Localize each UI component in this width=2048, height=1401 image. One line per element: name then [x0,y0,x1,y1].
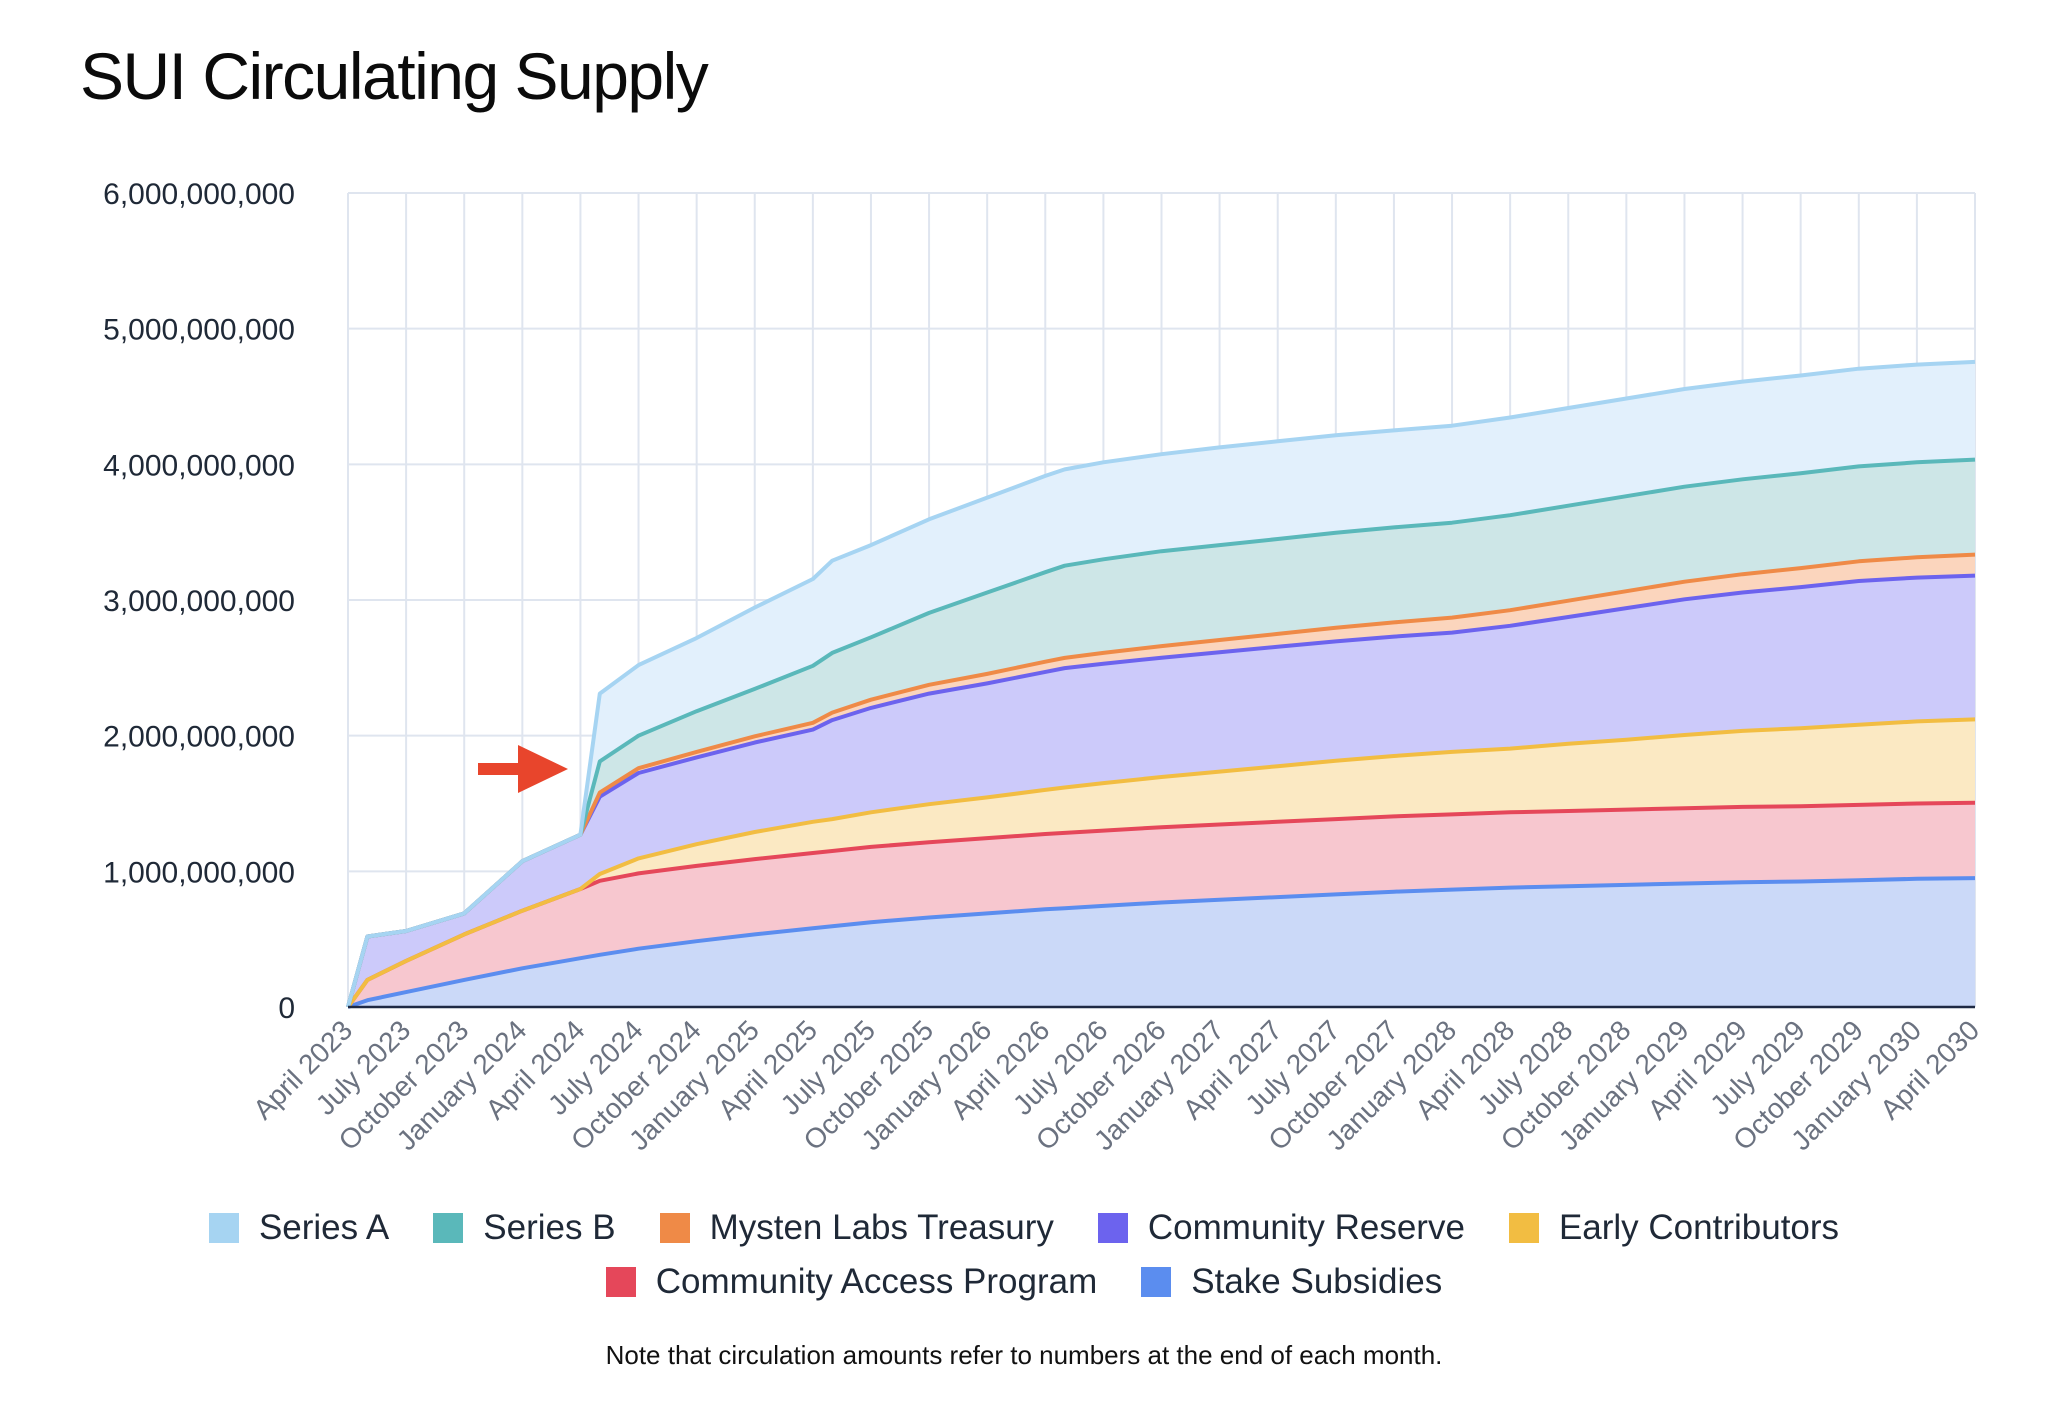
legend-label: Series B [483,1208,616,1247]
legend-item-community-access-program[interactable]: Community Access Program [605,1262,1098,1302]
line-series-a [346,359,1976,1008]
legend-label: Series A [258,1208,390,1247]
legend-swatch [208,1213,239,1243]
area-series-b [348,459,1975,1008]
y-tick-label: 1,000,000,000 [103,856,295,889]
area-early-contributors [348,719,1975,1007]
legend-swatch [659,1213,690,1243]
area-stake-subsidies [348,878,1975,1007]
line-series-b [346,457,1976,1008]
legend-item-series-b[interactable]: Series B [433,1208,616,1248]
legend-swatch [1141,1267,1172,1297]
legend-row-2: Community Access Program Stake Subsidies [0,1262,2048,1302]
series-lines [346,359,1976,1009]
annotation-arrow [478,745,568,793]
y-tick-label: 5,000,000,000 [103,314,295,347]
y-tick-label: 6,000,000,000 [103,178,295,211]
legend-swatch [605,1267,636,1297]
legend-swatch [1097,1213,1128,1243]
chart: 0 1,000,000,000 2,000,000,000 3,000,000,000… [103,178,1985,1156]
area-community-access-program [348,802,1975,1007]
legend-swatch [433,1213,464,1243]
legend-row-1: Series A Series B Mysten Labs Treasury C… [0,1208,2048,1248]
stacked-areas [348,361,1975,1008]
line-early-contributors [346,717,1976,1009]
y-tick-label: 3,000,000,000 [103,585,295,618]
area-community-reserve [348,575,1975,1007]
y-axis: 0 1,000,000,000 2,000,000,000 3,000,000,000… [103,178,295,1025]
legend-item-stake-subsidies[interactable]: Stake Subsidies [1141,1262,1442,1302]
area-series-a [348,361,1975,1007]
line-stake-subsidies [347,876,1976,1009]
legend-label: Community Access Program [655,1262,1098,1301]
legend-label: Mysten Labs Treasury [709,1208,1054,1247]
y-tick-label: 0 [278,992,295,1025]
legend-label: Community Reserve [1147,1208,1465,1247]
page-title: SUI Circulating Supply [80,39,709,113]
legend-item-series-a[interactable]: Series A [208,1208,390,1248]
legend-item-community-reserve[interactable]: Community Reserve [1097,1208,1465,1248]
legend-swatch [1508,1213,1539,1243]
legend-item-mysten-labs-treasury[interactable]: Mysten Labs Treasury [659,1208,1054,1248]
legend-label: Stake Subsidies [1191,1262,1443,1301]
y-tick-label: 4,000,000,000 [103,449,295,482]
legend-item-early-contributors[interactable]: Early Contributors [1508,1208,1840,1248]
line-mysten-labs-treasury [346,552,1976,1008]
footnote: Note that circulation amounts refer to n… [605,1340,1443,1370]
y-tick-label: 2,000,000,000 [103,721,295,754]
legend-label: Early Contributors [1558,1208,1840,1247]
